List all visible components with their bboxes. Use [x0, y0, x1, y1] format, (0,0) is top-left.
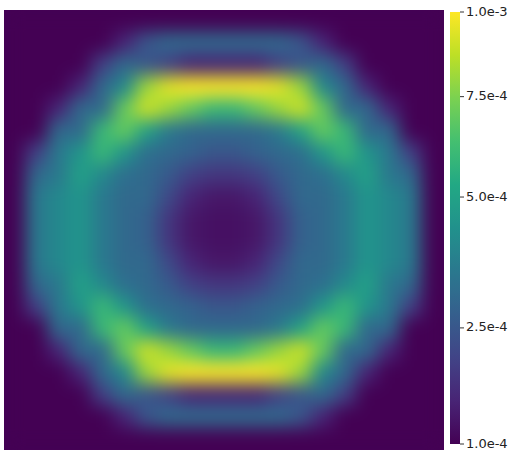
svg-text:7.5e-4: 7.5e-4 — [466, 88, 508, 103]
svg-text:1.0e-4: 1.0e-4 — [466, 436, 508, 451]
svg-text:2.5e-4: 2.5e-4 — [466, 319, 508, 334]
svg-text:1.0e-3: 1.0e-3 — [466, 4, 508, 19]
svg-text:5.0e-4: 5.0e-4 — [466, 189, 508, 204]
